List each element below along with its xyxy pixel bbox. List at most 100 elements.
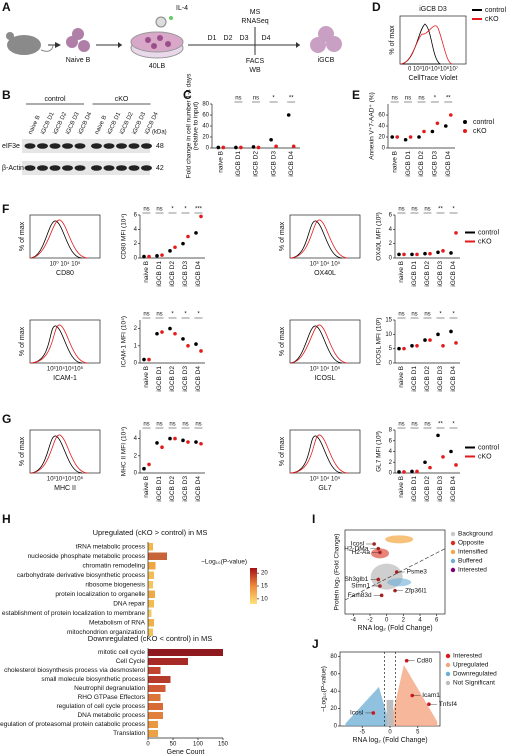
panel-letter: I bbox=[312, 512, 315, 526]
y-tick-label: 2 bbox=[389, 241, 393, 247]
data-point bbox=[194, 342, 198, 346]
data-point bbox=[371, 711, 376, 715]
category-label: chromatin remodeling bbox=[82, 562, 145, 569]
schematic-label: 40LB bbox=[149, 63, 166, 70]
group-label: cKO bbox=[115, 96, 129, 103]
significance-label: * bbox=[184, 207, 187, 213]
point-label: Fam83d bbox=[348, 592, 372, 599]
data-point bbox=[435, 121, 440, 126]
x-tick-label: 4 bbox=[418, 618, 422, 624]
data-point bbox=[194, 440, 198, 444]
significance-label: ns bbox=[235, 96, 241, 102]
point-label: Psme3 bbox=[407, 569, 428, 576]
point-label: Icosl bbox=[351, 541, 365, 548]
y-tick-label: 60 bbox=[202, 113, 209, 119]
data-point bbox=[390, 135, 395, 139]
blot-band bbox=[116, 143, 127, 149]
x-axis-label: CD80 bbox=[56, 270, 74, 277]
point-label: Stmn1 bbox=[351, 583, 370, 590]
bar bbox=[148, 571, 154, 579]
data-point bbox=[423, 251, 427, 256]
colorbar-tick-label: 15 bbox=[261, 584, 268, 590]
category-label: regulation of proteasomal protein catabo… bbox=[0, 721, 146, 728]
band-name: β-Actin bbox=[2, 165, 24, 172]
data-point bbox=[142, 357, 146, 362]
legend-label: control bbox=[478, 444, 499, 451]
legend-label: cKO bbox=[473, 128, 487, 135]
y-tick-label: 2 bbox=[389, 460, 393, 466]
point-label: Cd80 bbox=[417, 657, 433, 664]
legend-marker bbox=[445, 653, 451, 659]
y-tick-label: 80 bbox=[330, 654, 337, 660]
x-tick-label: iGCB D1 bbox=[156, 476, 163, 502]
bar bbox=[148, 609, 152, 617]
data-point bbox=[181, 438, 185, 443]
significance-label: * bbox=[452, 312, 455, 318]
colorbar-label: −Log₁₀(P-value) bbox=[201, 559, 247, 566]
significance-label: ns bbox=[156, 312, 162, 318]
panel-letter: B bbox=[2, 88, 11, 102]
data-point bbox=[173, 245, 177, 250]
y-axis-label: (relative to input) bbox=[193, 102, 200, 150]
panel-letter: E bbox=[352, 88, 360, 102]
significance-label: ns bbox=[398, 207, 404, 213]
data-point bbox=[417, 135, 421, 139]
panel-title: iGCB D3 bbox=[419, 6, 447, 13]
x-tick-label: iGCB D4 bbox=[195, 476, 202, 502]
data-point bbox=[173, 436, 177, 441]
legend-marker bbox=[463, 129, 467, 133]
bar bbox=[148, 703, 163, 710]
blot-band bbox=[49, 165, 61, 171]
blot-band bbox=[37, 165, 48, 171]
data-point bbox=[449, 251, 453, 255]
plot-frame bbox=[289, 214, 361, 259]
data-point bbox=[291, 144, 296, 149]
bar bbox=[148, 552, 167, 560]
significance-label: ns bbox=[411, 422, 417, 428]
x-tick-label: naive B bbox=[398, 476, 405, 498]
point-label: Icam1 bbox=[422, 692, 440, 699]
y-tick-label: 60 bbox=[378, 113, 385, 119]
legend-label: Not Significant bbox=[453, 680, 495, 687]
x-tick-label: iGCB D3 bbox=[437, 476, 444, 502]
category-label: carbohydrate derivative biosynthetic pro… bbox=[17, 572, 146, 579]
bar bbox=[148, 721, 158, 728]
significance-label: ns bbox=[143, 207, 149, 213]
point-label: Zfp36l1 bbox=[405, 587, 427, 594]
plot-frame bbox=[29, 429, 101, 474]
data-point bbox=[186, 440, 190, 444]
y-tick-label: 8 bbox=[389, 428, 393, 434]
data-point bbox=[194, 231, 198, 235]
data-point bbox=[186, 234, 190, 239]
legend-marker bbox=[445, 671, 451, 677]
significance-label: * bbox=[434, 96, 437, 102]
blot-band bbox=[62, 165, 73, 171]
significance-label: ns bbox=[398, 422, 404, 428]
x-tick-label: -4 bbox=[351, 618, 357, 624]
category-label: protein localization to organelle bbox=[55, 591, 145, 598]
x-axis-label: OX40L bbox=[314, 270, 336, 277]
schematic-label: D3 bbox=[240, 35, 249, 42]
legend-label: Opposite bbox=[458, 540, 484, 547]
panel-letter: G bbox=[2, 412, 11, 426]
histogram-curve bbox=[29, 220, 83, 259]
panel-letter: D bbox=[372, 0, 381, 14]
colorbar bbox=[250, 568, 257, 604]
unit-label: (kDa) bbox=[152, 130, 167, 136]
data-point bbox=[444, 124, 448, 128]
y-tick-label: 10 bbox=[385, 332, 392, 338]
significance-label: ns bbox=[398, 312, 404, 318]
y-tick-label: 40 bbox=[378, 124, 385, 130]
histogram-curve bbox=[289, 435, 343, 474]
data-point bbox=[430, 129, 435, 134]
x-tick-label: iGCB D1 bbox=[411, 476, 418, 502]
schematic-label: RNASeq bbox=[241, 18, 268, 25]
x-tick-label: iGCB D3 bbox=[437, 261, 444, 287]
legend-label: control bbox=[485, 7, 506, 14]
x-tick-label: iGCB D2 bbox=[169, 476, 176, 502]
category-label: Metabolism of RNA bbox=[89, 619, 146, 626]
data-point bbox=[181, 337, 185, 341]
x-tick-label: 150 bbox=[218, 742, 229, 748]
y-axis-label: % of max bbox=[19, 326, 26, 356]
data-point bbox=[423, 460, 427, 465]
